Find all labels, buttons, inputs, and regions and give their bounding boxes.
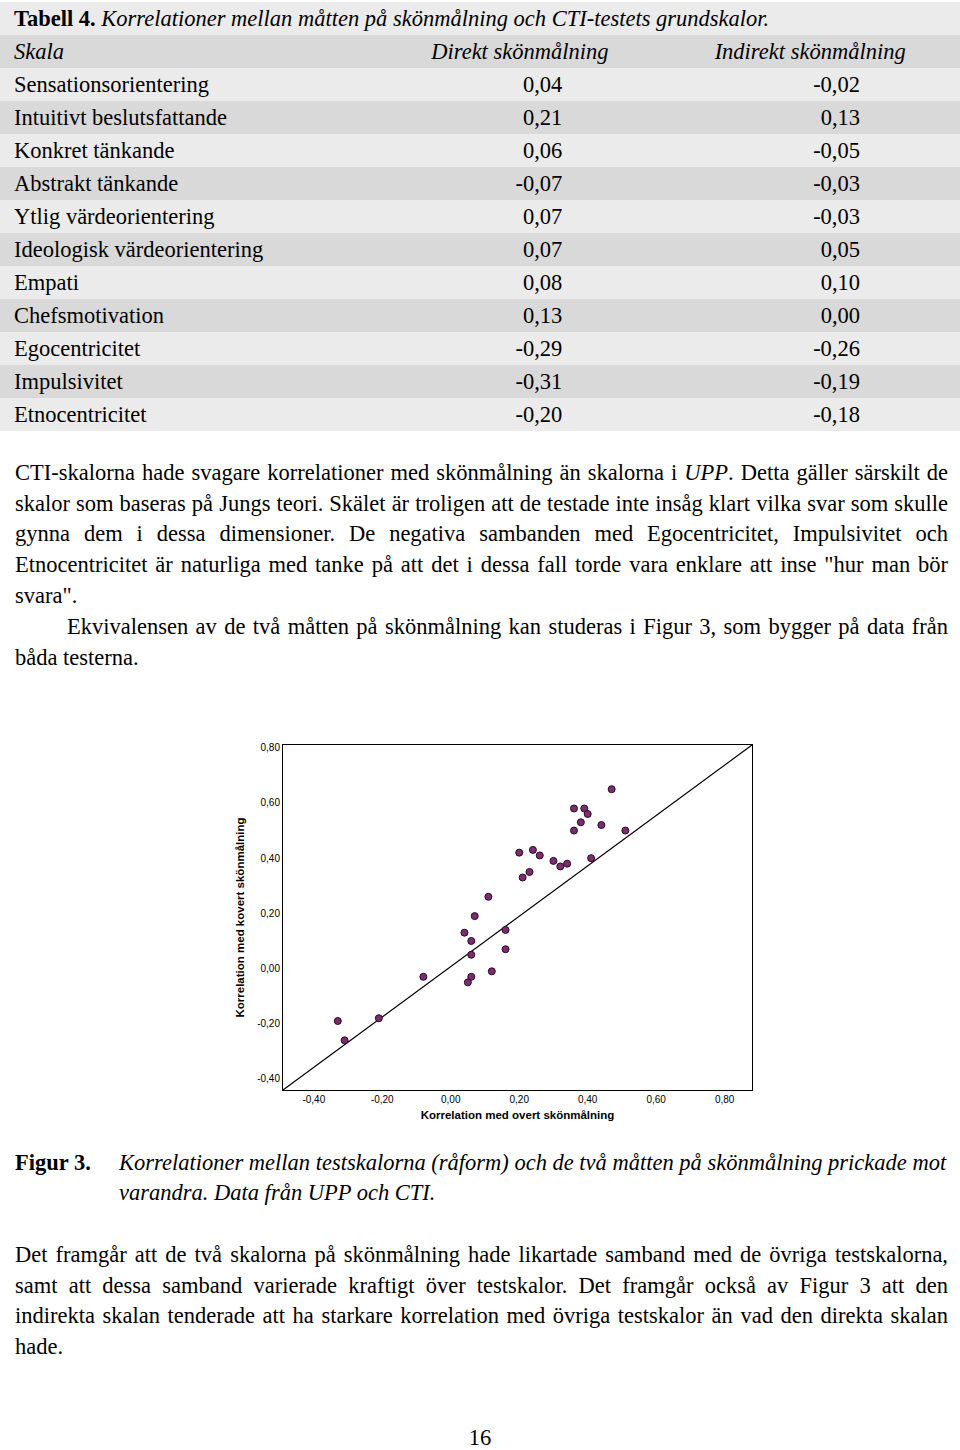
- svg-text:0,40: 0,40: [578, 1094, 598, 1105]
- svg-text:0,80: 0,80: [261, 742, 281, 753]
- html-text:Impulsivitet: Impulsivitet: [14, 369, 123, 394]
- html-text:0,10: 0,10: [820, 270, 860, 295]
- html-text:0,04: 0,04: [522, 72, 563, 97]
- html-text:0,07: 0,07: [522, 237, 563, 262]
- html-text:0,21: 0,21: [522, 105, 563, 130]
- html-text:-0,29: -0,29: [515, 336, 563, 361]
- html-text:CTI-skalorna hade svagare korr: CTI-skalorna hade svagare korrelationer …: [15, 460, 948, 608]
- html-text:0,13: 0,13: [522, 303, 563, 328]
- html-text:Skala: Skala: [14, 39, 64, 64]
- html-text:-0,05: -0,05: [813, 138, 860, 163]
- html-text:0,07: 0,07: [522, 204, 563, 229]
- html-text:Konkret tänkande: Konkret tänkande: [14, 138, 175, 163]
- html-text:Abstrakt tänkande: Abstrakt tänkande: [14, 171, 179, 196]
- html-text:-0,18: -0,18: [813, 402, 860, 427]
- html-text:Figur 3.: Figur 3.: [15, 1150, 91, 1175]
- html-text:-0,03: -0,03: [813, 204, 860, 229]
- html-text:16: 16: [468, 1425, 492, 1450]
- html-text:Chefsmotivation: Chefsmotivation: [14, 303, 164, 328]
- html-text:0,00: 0,00: [820, 303, 860, 328]
- svg-text:-0,40: -0,40: [302, 1094, 325, 1105]
- svg-text:-0,40: -0,40: [257, 1073, 280, 1084]
- html-text:-0,31: -0,31: [515, 369, 563, 394]
- html-text:-0,20: -0,20: [515, 402, 563, 427]
- html-text:Direkt skönmålning: Direkt skönmålning: [431, 39, 609, 64]
- html-text:Ekvivalensen av de två måtten: Ekvivalensen av de två måtten på skönmål…: [15, 614, 948, 670]
- html-text:Intuitivt beslutsfattande: Intuitivt beslutsfattande: [14, 105, 228, 130]
- html-text:Det framgår att de två skalorn: Det framgår att de två skalorna på skönm…: [15, 1242, 948, 1360]
- svg-text:0,20: 0,20: [261, 908, 281, 919]
- html-text:-0,03: -0,03: [813, 171, 860, 196]
- svg-text:0,60: 0,60: [646, 1094, 666, 1105]
- svg-text:Korrelation med overt skönmåln: Korrelation med overt skönmålning: [421, 1109, 615, 1121]
- html-text:0,08: 0,08: [522, 270, 563, 295]
- svg-text:0,60: 0,60: [261, 797, 281, 808]
- html-text:Sensationsorientering: Sensationsorientering: [14, 72, 209, 97]
- html-text:-0,02: -0,02: [813, 72, 860, 97]
- svg-text:0,00: 0,00: [441, 1094, 461, 1105]
- html-text:0,05: 0,05: [820, 237, 860, 262]
- svg-text:0,20: 0,20: [509, 1094, 529, 1105]
- html-text:-0,26: -0,26: [813, 336, 860, 361]
- html-text:Etnocentricitet: Etnocentricitet: [14, 402, 147, 427]
- svg-text:0,80: 0,80: [715, 1094, 735, 1105]
- html-text:Egocentricitet: Egocentricitet: [14, 336, 141, 361]
- svg-text:0,40: 0,40: [261, 853, 281, 864]
- svg-text:0,00: 0,00: [261, 963, 281, 974]
- html-text:-0,07: -0,07: [515, 171, 563, 196]
- svg-text:Korrelation med kovert skönmål: Korrelation med kovert skönmålning: [234, 817, 246, 1017]
- html-text:Ideologisk värdeorientering: Ideologisk värdeorientering: [14, 237, 264, 262]
- html-text:-0,19: -0,19: [813, 369, 860, 394]
- svg-text:-0,20: -0,20: [371, 1094, 394, 1105]
- html-text:Korrelationer mellan testskalo: Korrelationer mellan testskalorna (råfor…: [119, 1150, 947, 1205]
- html-text:0,13: 0,13: [820, 105, 860, 130]
- html-text:Ytlig värdeorientering: Ytlig värdeorientering: [14, 204, 215, 229]
- svg-text:-0,20: -0,20: [257, 1018, 280, 1029]
- html-text:Indirekt skönmålning: Indirekt skönmålning: [714, 39, 906, 64]
- html-text:Empati: Empati: [14, 270, 79, 295]
- html-text:Tabell 4. Korrelationer mellan: Tabell 4. Korrelationer mellan måtten på…: [14, 6, 770, 31]
- html-text:0,06: 0,06: [522, 138, 563, 163]
